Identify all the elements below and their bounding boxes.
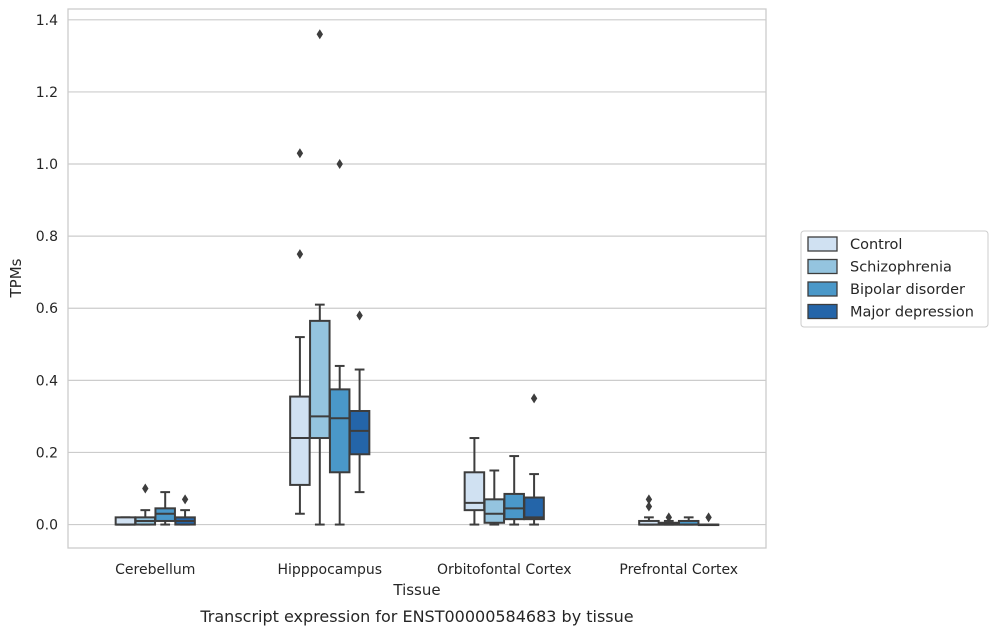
outlier-point bbox=[356, 310, 363, 321]
outlier-point bbox=[181, 494, 189, 505]
box bbox=[463, 471, 486, 512]
outlier-point bbox=[645, 494, 653, 505]
y-tick-label: 0.8 bbox=[36, 229, 58, 245]
box bbox=[114, 516, 137, 526]
legend-label: Schizophrenia bbox=[850, 260, 952, 276]
boxplots bbox=[114, 29, 720, 527]
boxplot bbox=[503, 455, 525, 526]
grid-lines bbox=[68, 19, 766, 526]
y-axis: 0.0 0.2 0.4 0.6 0.8 1.0 1.2 1.4 bbox=[36, 13, 58, 534]
y-tick-label: 0.6 bbox=[36, 301, 58, 317]
box bbox=[503, 492, 525, 521]
boxplot bbox=[328, 159, 351, 526]
box bbox=[328, 388, 351, 474]
box bbox=[483, 498, 506, 524]
y-tick-label: 0.0 bbox=[36, 518, 58, 534]
outlier-point bbox=[665, 512, 673, 523]
outlier-point bbox=[336, 159, 343, 170]
boxplot bbox=[309, 29, 331, 526]
y-axis-label: TPMs bbox=[7, 258, 25, 298]
legend-label: Major depression bbox=[850, 305, 974, 321]
outlier-point bbox=[530, 393, 538, 404]
y-tick-label: 1.4 bbox=[36, 13, 58, 29]
x-axis: Cerebellum Hipppocampus Orbitofontal Corte… bbox=[115, 562, 738, 578]
outlier-point bbox=[316, 29, 324, 40]
legend-label: Bipolar disorder bbox=[850, 282, 965, 298]
y-tick-label: 0.4 bbox=[36, 373, 58, 389]
boxplot bbox=[677, 516, 700, 526]
legend-swatch bbox=[807, 303, 838, 320]
outlier-point bbox=[705, 512, 712, 523]
x-tick-label: Prefrontal Cortex bbox=[619, 562, 738, 578]
legend-label: Control bbox=[850, 237, 902, 253]
chart-caption: Transcript expression for ENST0000058468… bbox=[199, 607, 633, 626]
outlier-point bbox=[296, 148, 304, 159]
boxplot bbox=[114, 516, 137, 526]
box bbox=[348, 409, 371, 456]
box bbox=[523, 496, 545, 521]
boxplot bbox=[523, 393, 545, 526]
boxplot bbox=[483, 469, 506, 526]
box bbox=[309, 319, 331, 440]
plot-background bbox=[68, 9, 766, 548]
boxplot bbox=[658, 512, 680, 526]
boxplot bbox=[697, 512, 720, 527]
boxplot bbox=[154, 491, 176, 526]
legend: Control Schizophrenia Bipolar disorder Majo… bbox=[800, 230, 989, 328]
outlier-point bbox=[645, 501, 653, 512]
x-tick-label: Hipppocampus bbox=[277, 562, 382, 578]
boxplot bbox=[463, 437, 486, 526]
plot-frame bbox=[67, 8, 767, 549]
legend-swatch bbox=[807, 236, 838, 252]
x-tick-label: Cerebellum bbox=[115, 562, 195, 578]
boxplot bbox=[348, 310, 371, 494]
legend-swatch bbox=[807, 258, 838, 275]
y-tick-label: 0.2 bbox=[36, 445, 58, 461]
boxplot bbox=[289, 148, 311, 515]
legend-swatch bbox=[807, 281, 838, 297]
y-tick-label: 1.0 bbox=[36, 157, 58, 173]
outlier-point bbox=[142, 483, 149, 494]
boxplot bbox=[174, 494, 196, 526]
x-tick-label: Orbitofontal Cortex bbox=[437, 562, 572, 578]
box bbox=[289, 395, 311, 486]
outlier-point bbox=[296, 249, 304, 260]
y-tick-label: 1.2 bbox=[36, 85, 58, 101]
x-axis-label: Tissue bbox=[392, 581, 440, 599]
legend-frame bbox=[800, 230, 989, 328]
